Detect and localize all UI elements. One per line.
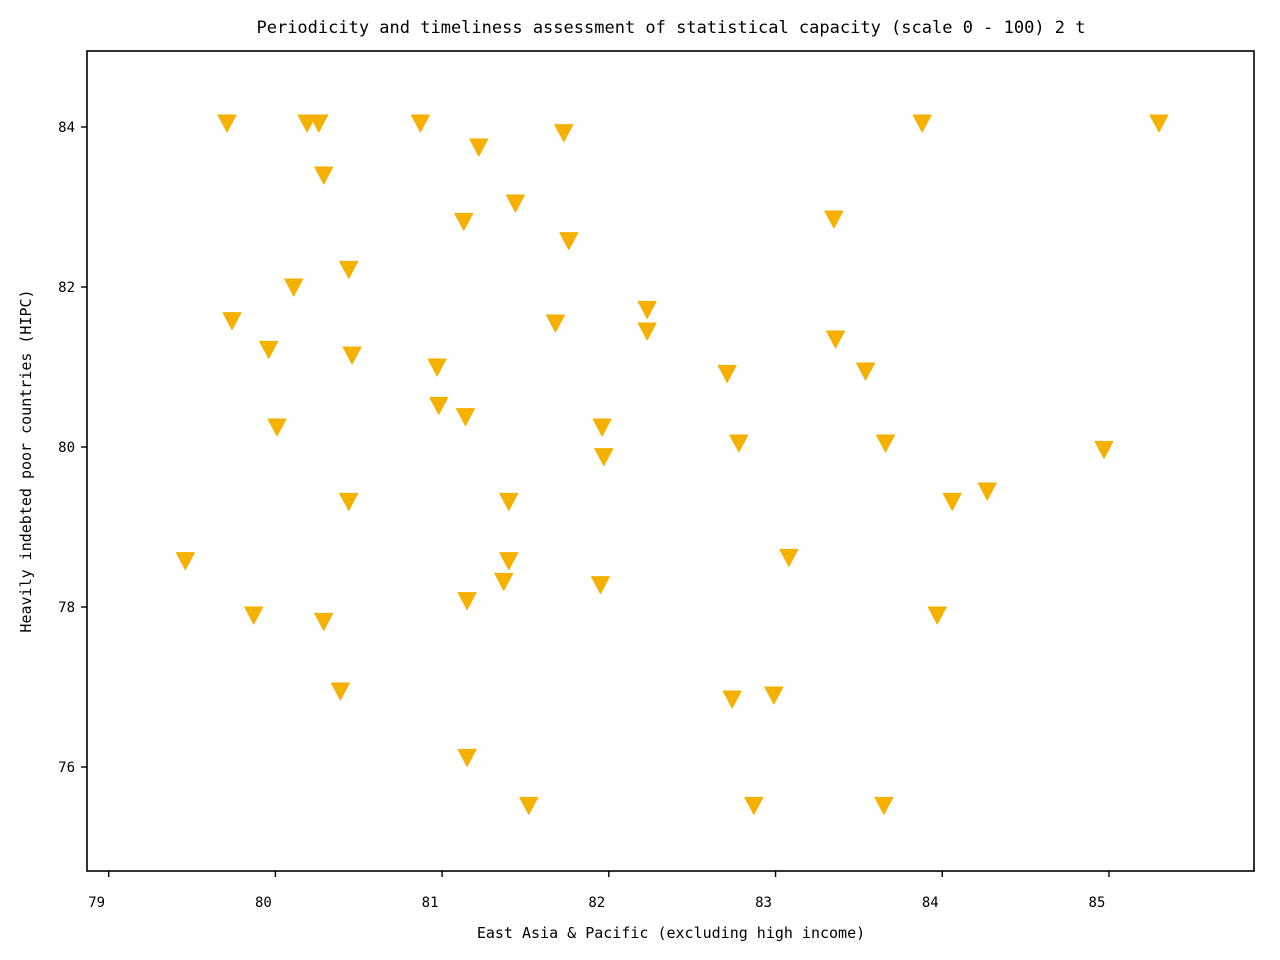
data-point (519, 796, 539, 815)
data-point (927, 606, 947, 625)
x-tick-label: 85 (1089, 895, 1106, 911)
y-axis: 76 78 80 82 84 (58, 120, 87, 776)
y-axis-label: Heavily indebted poor countries (HIPC) (17, 289, 35, 632)
y-tick-label: 82 (58, 280, 75, 296)
y-tick-label: 76 (58, 760, 75, 776)
data-point (1094, 440, 1114, 459)
data-point (267, 418, 287, 437)
data-point (342, 346, 362, 365)
data-point (826, 330, 846, 349)
data-point (499, 552, 519, 571)
data-point (455, 408, 475, 427)
data-point (744, 796, 764, 815)
data-point (977, 482, 997, 501)
data-point (764, 686, 784, 705)
data-point (729, 434, 749, 453)
x-tick-label: 79 (88, 895, 105, 911)
x-tick-label: 83 (755, 895, 772, 911)
data-point (722, 690, 742, 709)
data-point (637, 300, 657, 319)
data-point (876, 434, 896, 453)
data-point (427, 358, 447, 377)
data-point (457, 592, 477, 611)
data-point (469, 138, 489, 157)
y-tick-label: 80 (58, 440, 75, 456)
plot-area-frame (86, 50, 1255, 872)
x-tick-label: 82 (588, 895, 605, 911)
data-points (175, 114, 1169, 815)
data-point (175, 552, 195, 571)
y-tick-label: 78 (58, 600, 75, 616)
x-axis: 79 80 81 82 83 84 85 (88, 871, 1110, 911)
data-point (429, 396, 449, 415)
data-point (594, 448, 614, 467)
data-point (259, 340, 279, 359)
data-point (912, 114, 932, 133)
data-point (339, 260, 359, 279)
data-point (314, 612, 334, 631)
data-point (330, 682, 350, 701)
x-axis-label: East Asia & Pacific (excluding high inco… (477, 924, 865, 942)
data-point (454, 212, 474, 231)
x-tick-label: 80 (255, 895, 272, 911)
chart-title: Periodicity and timeliness assessment of… (256, 18, 1085, 38)
data-point (284, 278, 304, 297)
data-point (592, 418, 612, 437)
data-point (222, 312, 242, 331)
data-point (545, 314, 565, 333)
y-tick-label: 84 (58, 120, 75, 136)
x-tick-label: 81 (422, 895, 439, 911)
data-point (505, 194, 525, 213)
data-point (1149, 114, 1169, 133)
data-point (856, 362, 876, 381)
data-point (779, 548, 799, 567)
data-point (554, 124, 574, 143)
data-point (244, 606, 264, 625)
data-point (637, 322, 657, 341)
data-point (494, 572, 514, 591)
data-point (309, 114, 329, 133)
data-point (590, 576, 610, 595)
data-point (717, 364, 737, 383)
data-point (314, 166, 334, 185)
data-point (559, 232, 579, 251)
data-point (499, 492, 519, 511)
data-point (824, 210, 844, 229)
data-point (339, 492, 359, 511)
data-point (410, 114, 430, 133)
data-point (874, 796, 894, 815)
x-tick-label: 84 (922, 895, 939, 911)
data-point (217, 114, 237, 133)
data-point (942, 492, 962, 511)
data-point (457, 748, 477, 767)
